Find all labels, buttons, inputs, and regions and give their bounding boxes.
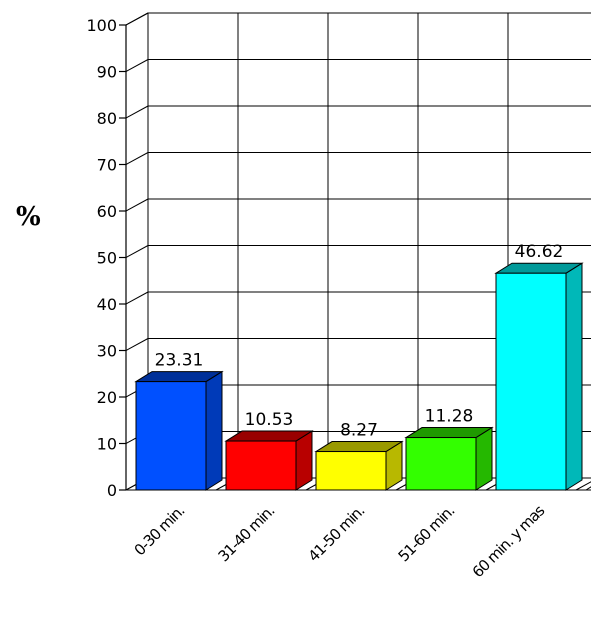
bar-top — [314, 441, 404, 453]
category-labels: 0-30 min. 31-40 min. 41-50 min. 51-60 min. 6… — [131, 501, 549, 581]
bar-side — [475, 426, 493, 491]
data-label: 11.28 — [425, 407, 474, 427]
bar-front — [315, 451, 387, 491]
bar-front — [135, 381, 207, 491]
data-label: 23.31 — [155, 351, 204, 371]
bar-top — [224, 430, 314, 442]
bar-top — [134, 371, 224, 383]
grid-diagonal — [125, 152, 149, 165]
category-label: 31-40 min. — [215, 502, 278, 565]
y-tick-label: 0 — [107, 481, 117, 500]
bar-top — [404, 427, 494, 439]
y-tick-label: 80 — [97, 109, 117, 128]
grid-diagonal — [125, 12, 149, 26]
y-tick-label: 40 — [97, 295, 117, 314]
bar-side — [565, 262, 583, 491]
category-label: 60 min. y mas — [469, 501, 549, 581]
y-tick-label: 100 — [86, 16, 117, 35]
bar-front — [405, 437, 477, 491]
bar — [134, 370, 224, 491]
y-axis-ticks: 0 10 20 30 40 50 60 70 80 90 100 — [86, 16, 126, 500]
data-labels: 23.31 10.53 8.27 11.28 46.62 — [155, 242, 564, 440]
grid-diagonal — [125, 338, 149, 351]
grid-diagonal — [125, 291, 149, 305]
bar-top — [494, 262, 584, 274]
bar-side — [205, 370, 223, 491]
y-tick-label: 10 — [97, 435, 117, 454]
floor-division — [575, 481, 591, 491]
empty-slot-marker — [584, 486, 591, 491]
bars — [134, 262, 591, 491]
y-tick-label: 20 — [97, 388, 117, 407]
bar — [224, 430, 314, 491]
bar — [494, 262, 584, 491]
y-tick-label: 90 — [97, 63, 117, 82]
y-tick-label: 30 — [97, 342, 117, 361]
data-label: 46.62 — [515, 242, 564, 262]
y-tick-label: 50 — [97, 249, 117, 268]
grid-diagonal — [125, 245, 149, 258]
bar-front — [225, 440, 297, 491]
data-label: 10.53 — [245, 410, 294, 430]
bar — [404, 426, 494, 491]
bar-front — [495, 272, 567, 491]
y-tick-label: 60 — [97, 202, 117, 221]
y-tick-label: 70 — [97, 156, 117, 175]
grid-diagonal — [125, 59, 149, 72]
category-label: 0-30 min. — [131, 502, 188, 559]
grid-diagonal — [125, 105, 149, 119]
category-label: 51-60 min. — [395, 502, 458, 565]
grid-diagonal — [125, 198, 149, 212]
category-label: 41-50 min. — [305, 502, 368, 565]
data-label: 8.27 — [340, 421, 378, 441]
y-axis-label: % — [16, 202, 41, 232]
bar — [314, 440, 404, 491]
